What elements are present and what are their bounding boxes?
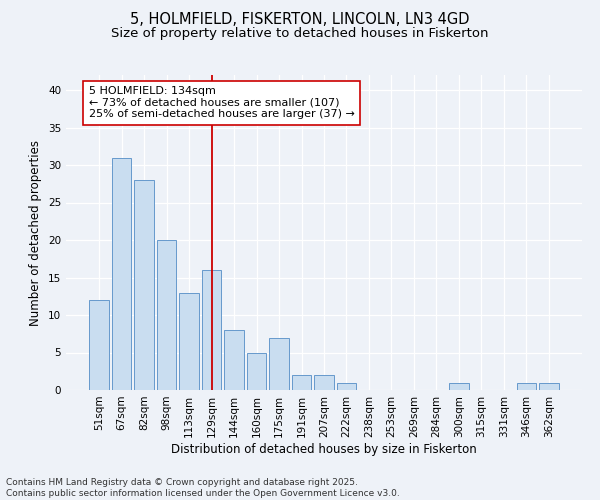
Bar	[539, 382, 559, 390]
Bar	[314, 375, 334, 390]
Bar	[292, 375, 311, 390]
Bar	[337, 382, 356, 390]
Y-axis label: Number of detached properties: Number of detached properties	[29, 140, 43, 326]
X-axis label: Distribution of detached houses by size in Fiskerton: Distribution of detached houses by size …	[171, 442, 477, 456]
Bar	[449, 382, 469, 390]
Bar	[112, 158, 131, 390]
Bar	[89, 300, 109, 390]
Bar	[134, 180, 154, 390]
Text: Contains HM Land Registry data © Crown copyright and database right 2025.
Contai: Contains HM Land Registry data © Crown c…	[6, 478, 400, 498]
Text: 5 HOLMFIELD: 134sqm
← 73% of detached houses are smaller (107)
25% of semi-detac: 5 HOLMFIELD: 134sqm ← 73% of detached ho…	[89, 86, 355, 120]
Bar	[517, 382, 536, 390]
Bar	[269, 338, 289, 390]
Bar	[224, 330, 244, 390]
Bar	[179, 292, 199, 390]
Bar	[247, 352, 266, 390]
Bar	[157, 240, 176, 390]
Text: Size of property relative to detached houses in Fiskerton: Size of property relative to detached ho…	[111, 28, 489, 40]
Text: 5, HOLMFIELD, FISKERTON, LINCOLN, LN3 4GD: 5, HOLMFIELD, FISKERTON, LINCOLN, LN3 4G…	[130, 12, 470, 28]
Bar	[202, 270, 221, 390]
